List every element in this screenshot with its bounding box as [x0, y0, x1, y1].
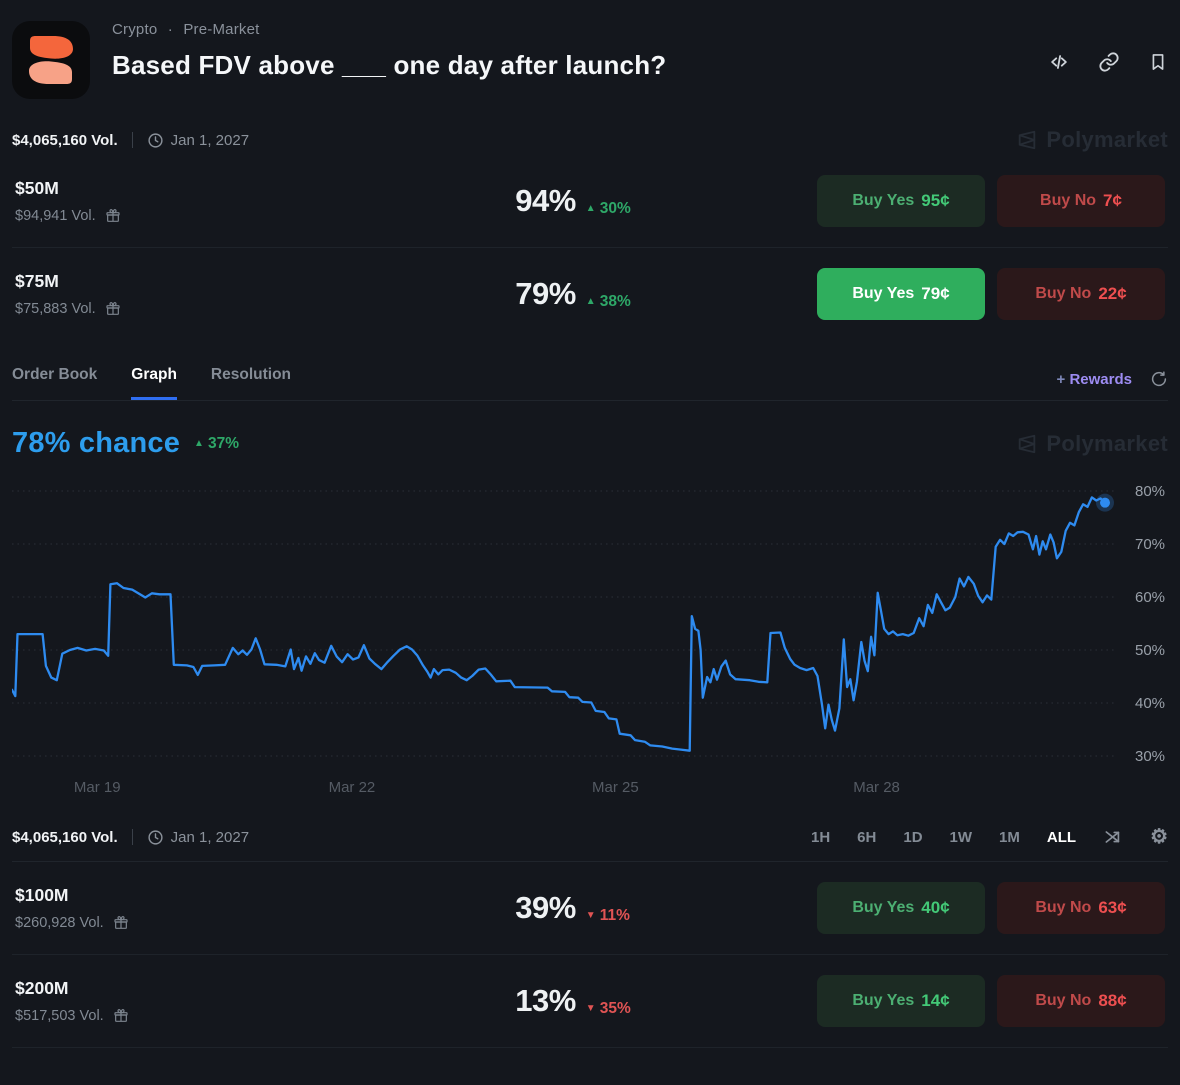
gift-rewards-icon[interactable]: [113, 1008, 129, 1024]
outcome-chance: 39%: [515, 890, 576, 925]
outcome-name: $200M: [15, 978, 69, 998]
svg-text:Mar 25: Mar 25: [592, 779, 639, 796]
svg-text:80%: 80%: [1135, 483, 1165, 500]
tab-order-book[interactable]: Order Book: [12, 366, 98, 383]
polymarket-logo-icon: [1019, 434, 1036, 453]
chance-delta: ▲ 37%: [194, 434, 239, 452]
market-header: Crypto · Pre-Market Based FDV above ___ …: [12, 0, 1168, 99]
polymarket-watermark-text: Polymarket: [1046, 127, 1168, 152]
polymarket-logo-icon: [1019, 130, 1036, 150]
outcome-name: $50M: [15, 178, 59, 198]
market-meta-top: $4,065,160 Vol. Jan 1, 2027 Polymarket: [12, 125, 1168, 155]
svg-text:50%: 50%: [1135, 642, 1165, 659]
buy-no-button[interactable]: Buy No 63¢: [997, 882, 1165, 934]
polymarket-watermark: Polymarket: [1016, 127, 1168, 153]
down-triangle-icon: ▼: [585, 1003, 596, 1014]
rewards-link[interactable]: + Rewards: [1056, 370, 1132, 388]
outcome-row-50m: $50M $94,941 Vol. 94% ▲ 30% Buy Yes 95¢ Bu…: [12, 155, 1168, 248]
embed-code-icon[interactable]: [1048, 51, 1070, 73]
outcome-volume: $94,941 Vol.: [15, 208, 96, 224]
breadcrumb-category[interactable]: Crypto: [112, 21, 158, 38]
chance-value: 78% chance: [12, 427, 181, 459]
svg-text:Mar 28: Mar 28: [853, 779, 900, 796]
outcome-chance: 94%: [515, 183, 576, 218]
svg-text:Mar 19: Mar 19: [74, 779, 121, 796]
line-chart-canvas[interactable]: 80% 70% 60% 50% 40% 30% Mar 19 Mar 22 Mar 25 Mar …: [12, 470, 1168, 805]
probability-chart[interactable]: 80% 70% 60% 50% 40% 30% Mar 19 Mar 22 Mar 25 Mar …: [12, 470, 1168, 805]
page-title: Based FDV above ___ one day after launch…: [112, 50, 667, 80]
gear-icon[interactable]: ⚙: [1150, 826, 1168, 848]
total-volume: $4,065,160 Vol.: [12, 828, 118, 846]
breadcrumb-separator: ·: [167, 21, 173, 38]
end-date: Jan 1, 2027: [170, 131, 250, 149]
outcome-name: $75M: [15, 271, 59, 291]
outcome-volume: $75,883 Vol.: [15, 301, 96, 317]
svg-text:Mar 22: Mar 22: [329, 779, 376, 796]
market-meta-bottom: $4,065,160 Vol. Jan 1, 2027 1H 6H 1D 1W …: [12, 813, 1168, 862]
based-logo-mark: [29, 36, 73, 84]
time-range-selector: 1H 6H 1D 1W 1M ALL ⚙: [811, 827, 1168, 847]
buy-yes-button-active[interactable]: Buy Yes 79¢: [817, 268, 985, 320]
buy-no-button[interactable]: Buy No 7¢: [997, 175, 1165, 227]
up-triangle-icon: ▲: [194, 438, 204, 449]
buy-yes-button[interactable]: Buy Yes 14¢: [817, 975, 985, 1027]
outcome-delta: ▼ 11%: [585, 906, 630, 924]
outcome-chance: 13%: [515, 983, 576, 1018]
gift-rewards-icon[interactable]: [105, 208, 121, 224]
up-triangle-icon: ▲: [585, 203, 596, 214]
svg-text:40%: 40%: [1135, 695, 1165, 712]
breadcrumb: Crypto · Pre-Market: [112, 21, 1048, 38]
outcome-volume: $517,503 Vol.: [15, 1008, 104, 1024]
buy-no-button[interactable]: Buy No 22¢: [997, 268, 1165, 320]
range-1w[interactable]: 1W: [949, 828, 973, 846]
buy-no-button[interactable]: Buy No 88¢: [997, 975, 1165, 1027]
outcome-row-75m: $75M $75,883 Vol. 79% ▲ 38% Buy Yes 79¢ Bu…: [12, 248, 1168, 340]
view-tabs: Order Book Graph Resolution + Rewards: [12, 352, 1168, 401]
breadcrumb-subcategory[interactable]: Pre-Market: [183, 21, 260, 38]
polymarket-watermark-chart: Polymarket: [1016, 431, 1168, 457]
outcome-chance: 79%: [515, 276, 576, 311]
outcome-delta: ▲ 38%: [585, 292, 631, 310]
buy-yes-button[interactable]: Buy Yes 95¢: [817, 175, 985, 227]
divider: [131, 829, 133, 845]
bookmark-icon[interactable]: [1148, 51, 1168, 73]
up-triangle-icon: ▲: [585, 296, 596, 307]
clock-icon: [148, 132, 163, 148]
based-market-logo: [12, 21, 90, 99]
range-6h[interactable]: 6H: [857, 828, 877, 846]
range-1d[interactable]: 1D: [903, 828, 923, 846]
outcome-volume: $260,928 Vol.: [15, 915, 104, 931]
gift-rewards-icon[interactable]: [113, 915, 129, 931]
outcome-row-200m: $200M $517,503 Vol. 13% ▼ 35% Buy Yes 14¢ …: [12, 955, 1168, 1048]
polymarket-watermark-text: Polymarket: [1046, 430, 1168, 456]
buy-yes-button[interactable]: Buy Yes 40¢: [817, 882, 985, 934]
tab-resolution[interactable]: Resolution: [210, 366, 292, 383]
svg-text:30%: 30%: [1135, 748, 1165, 765]
outcome-delta: ▼ 35%: [585, 999, 631, 1017]
divider: [131, 132, 133, 148]
clock-icon: [148, 829, 163, 845]
outcome-name: $100M: [15, 885, 69, 905]
range-1m[interactable]: 1M: [999, 828, 1020, 846]
polymarket-market-page: Crypto · Pre-Market Based FDV above ___ …: [12, 0, 1168, 1048]
crossed-arrows-icon[interactable]: [1103, 827, 1123, 847]
svg-text:70%: 70%: [1135, 536, 1165, 553]
end-date: Jan 1, 2027: [170, 828, 250, 846]
svg-text:60%: 60%: [1135, 589, 1165, 606]
tab-graph[interactable]: Graph: [131, 352, 177, 400]
outcome-delta: ▲ 30%: [585, 199, 631, 217]
gift-rewards-icon[interactable]: [105, 301, 121, 317]
down-triangle-icon: ▼: [585, 910, 596, 921]
range-1h[interactable]: 1H: [810, 828, 831, 846]
outcome-row-100m: $100M $260,928 Vol. 39% ▼ 11% Buy Yes 40¢ …: [12, 862, 1168, 955]
range-all[interactable]: ALL: [1046, 828, 1077, 846]
chart-header: 78% chance ▲ 37% Polymarket: [12, 427, 1168, 460]
total-volume: $4,065,160 Vol.: [12, 131, 118, 149]
copy-link-icon[interactable]: [1098, 51, 1120, 73]
refresh-icon[interactable]: [1150, 370, 1168, 388]
